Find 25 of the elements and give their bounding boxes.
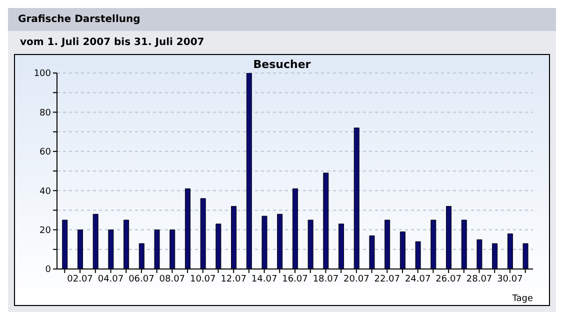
y-tick-label: 20 (40, 226, 52, 236)
x-tick-label: 14.07 (251, 274, 278, 284)
x-tick-label: 26.07 (436, 274, 462, 284)
y-tick-label: 80 (40, 108, 52, 118)
x-tick-label: 16.07 (282, 274, 308, 284)
x-tick-label: 02.07 (67, 274, 93, 284)
chart-title: Besucher (252, 58, 312, 71)
x-axis-title: Tage (511, 294, 534, 304)
x-tick-label: 24.07 (404, 274, 431, 284)
chart-subtitle: vom 1. Juli 2007 bis 31. Juli 2007 (8, 31, 556, 54)
x-tick-label: 20.07 (344, 274, 370, 284)
y-tick-label: 60 (40, 148, 52, 158)
y-tick-label: 100 (34, 69, 52, 80)
y-tick-label: 0 (45, 265, 52, 276)
y-tick-label: 40 (40, 186, 52, 197)
x-tick-label: 04.07 (98, 274, 124, 284)
x-tick-label: 18.07 (312, 274, 339, 284)
text: Grafische Darstellung (18, 14, 140, 25)
x-tick-label: 12.07 (220, 274, 246, 284)
x-tick-label: 30.07 (497, 274, 523, 284)
x-tick-label: 06.07 (128, 274, 154, 284)
x-tick-label: 22.07 (374, 274, 400, 284)
x-tick-label: 08.07 (159, 274, 186, 284)
x-tick-label: 10.07 (190, 274, 216, 284)
x-tick-label: 28.07 (466, 274, 492, 284)
